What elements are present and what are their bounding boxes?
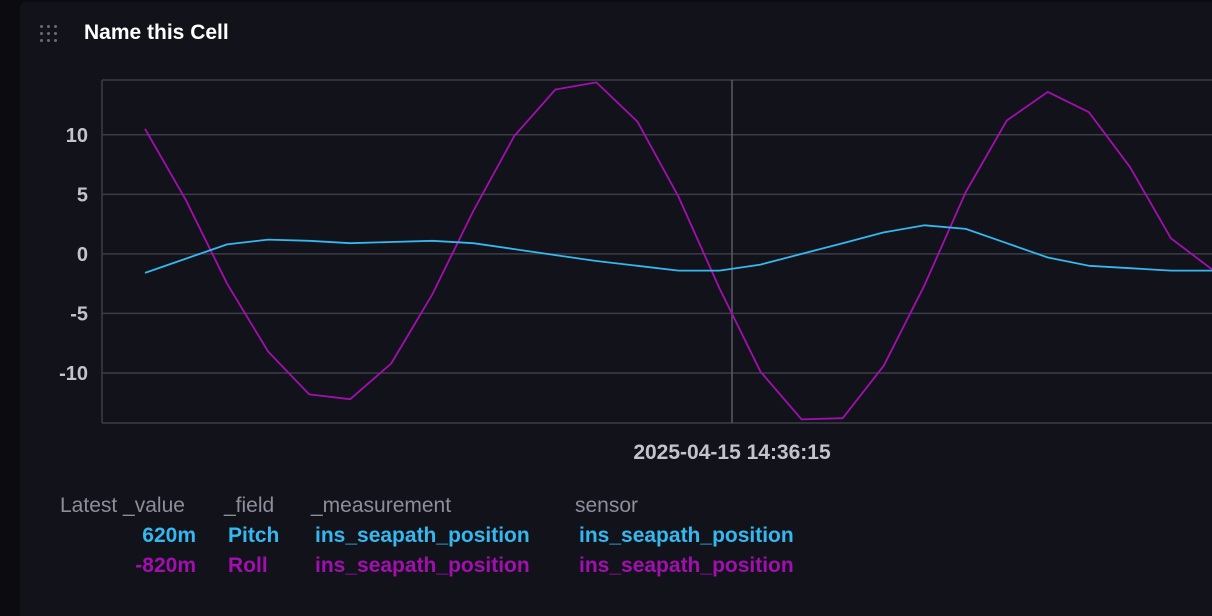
legend-header-latest-value: Latest _value — [60, 494, 185, 517]
series-line-pitch — [144, 224, 1212, 274]
legend-value: -820m — [135, 554, 196, 577]
legend-value: 620m — [142, 524, 196, 547]
legend-sensor: ins_seapath_position — [579, 524, 794, 547]
legend-measurement: ins_seapath_position — [315, 524, 530, 547]
drag-handle-icon[interactable] — [40, 25, 62, 47]
legend-header-field: _field — [224, 494, 275, 517]
y-tick-label: 10 — [66, 125, 88, 147]
cell-header: Name this Cell — [20, 2, 1212, 64]
series-line-roll — [144, 81, 1212, 421]
legend-header-sensor: sensor — [575, 494, 639, 517]
legend-measurement: ins_seapath_position — [315, 554, 530, 577]
dashboard-cell: Name this Cell 10 5 0 -5 -10 2025-04-15 14:36… — [20, 2, 1212, 616]
legend-header-measurement: _measurement — [311, 494, 452, 517]
hover-timestamp: 2025-04-15 14:36:15 — [633, 441, 831, 464]
legend-sensor: ins_seapath_position — [579, 554, 794, 577]
legend-field: Roll — [228, 554, 268, 577]
y-tick-label: -10 — [59, 363, 88, 385]
line-chart[interactable]: 10 5 0 -5 -10 2025-04-15 14:36:15 — [20, 2, 1212, 472]
y-tick-label: 0 — [77, 244, 88, 266]
y-tick-label: 5 — [77, 184, 88, 206]
y-tick-label: -5 — [70, 303, 88, 325]
legend-field: Pitch — [228, 524, 280, 547]
cell-title[interactable]: Name this Cell — [84, 21, 229, 44]
